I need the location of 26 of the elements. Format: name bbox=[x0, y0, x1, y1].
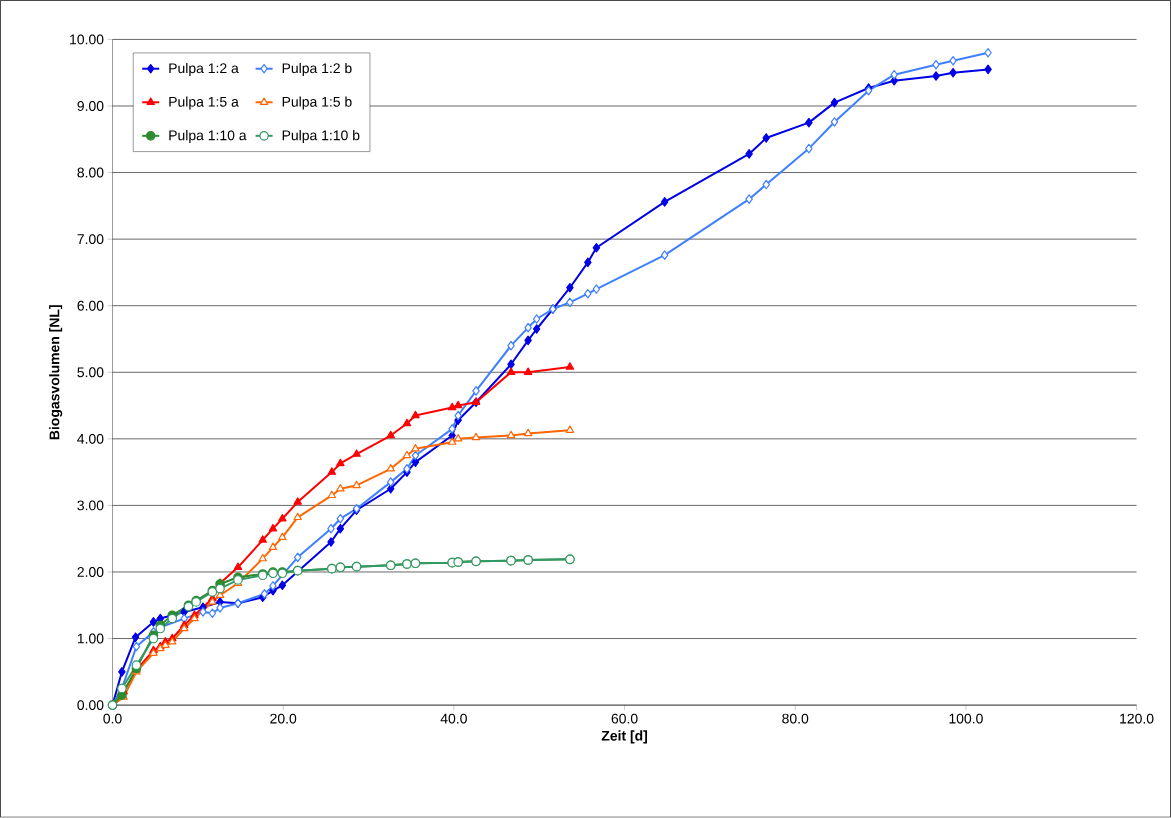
y-tick-label: 3.00 bbox=[77, 500, 104, 511]
y-axis-title: Biogasvolumen [NL] bbox=[49, 305, 63, 440]
y-tick-label: 10.00 bbox=[70, 34, 104, 45]
y-tick-label: 9.00 bbox=[77, 101, 104, 112]
legend-label: Pulpa 1:10 a bbox=[169, 130, 247, 144]
legend-label: Pulpa 1:5 a bbox=[169, 96, 239, 110]
legend-label: Pulpa 1:2 a bbox=[169, 63, 239, 77]
y-tick-label: 8.00 bbox=[77, 167, 104, 178]
y-tick-label: 4.00 bbox=[77, 434, 104, 444]
y-tick-label: 5.00 bbox=[77, 367, 104, 378]
y-tick-label: 2.00 bbox=[77, 567, 104, 578]
x-tick-label: 120.0 bbox=[1120, 713, 1154, 724]
y-tick-label: 6.00 bbox=[77, 300, 104, 311]
legend-label: Pulpa 1:10 b bbox=[282, 130, 360, 144]
x-tick-label: 40.0 bbox=[440, 713, 467, 724]
x-tick-label: 100.0 bbox=[949, 713, 983, 724]
y-tick-label: 7.00 bbox=[77, 234, 104, 245]
x-tick-label: 0.0 bbox=[103, 713, 122, 724]
y-tick-label: 1.00 bbox=[77, 633, 104, 644]
legend-label: Pulpa 1:5 b bbox=[282, 96, 352, 110]
y-tick-label: 0.00 bbox=[77, 700, 104, 711]
x-tick-label: 60.0 bbox=[611, 713, 638, 724]
x-tick-label: 80.0 bbox=[782, 713, 809, 724]
legend-label: Pulpa 1:2 b bbox=[282, 63, 352, 77]
x-axis-title: Zeit [d] bbox=[601, 730, 648, 744]
x-tick-label: 20.0 bbox=[270, 713, 297, 724]
